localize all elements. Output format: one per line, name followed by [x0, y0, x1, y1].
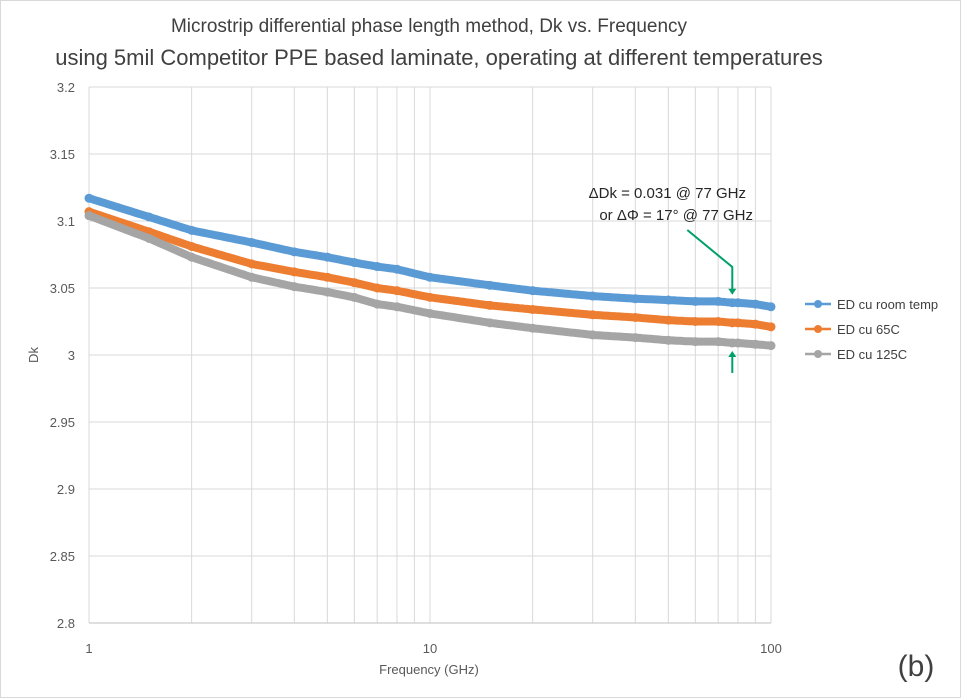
- data-point: [766, 302, 776, 312]
- data-point: [766, 322, 776, 332]
- data-point: [663, 315, 673, 325]
- legend-label: ED cu 125C: [837, 347, 907, 362]
- x-tick-label: 100: [760, 641, 782, 656]
- data-point: [713, 337, 723, 347]
- data-point: [322, 252, 332, 262]
- x-tick-label: 1: [85, 641, 92, 656]
- annotation-delta-dk: ΔDk = 0.031 @ 77 GHz: [589, 185, 746, 202]
- legend-label: ED cu room temp: [837, 297, 938, 312]
- data-point: [84, 193, 94, 203]
- data-point: [733, 318, 743, 328]
- y-tick-label: 3.1: [57, 214, 75, 229]
- y-tick-label: 3: [68, 348, 75, 363]
- legend-marker: [814, 350, 822, 358]
- series-2: [84, 207, 776, 332]
- data-point: [425, 308, 435, 318]
- arrow-up-head: [728, 350, 737, 357]
- data-point: [713, 317, 723, 326]
- y-tick-label: 2.95: [50, 415, 75, 430]
- data-point: [425, 292, 435, 302]
- arrow-down-line: [686, 229, 734, 291]
- data-point: [528, 323, 538, 333]
- series-layer: [84, 193, 776, 351]
- data-point: [392, 302, 402, 312]
- data-point: [392, 286, 402, 296]
- legend-label: ED cu 65C: [837, 322, 900, 337]
- data-point: [588, 310, 598, 320]
- annotation-delta-phi: or ΔΦ = 17° @ 77 GHz: [599, 207, 753, 224]
- annotation-arrows: [686, 229, 737, 373]
- panel-label: (b): [898, 650, 935, 683]
- data-point: [289, 247, 299, 257]
- data-point: [392, 264, 402, 274]
- data-point: [733, 298, 743, 308]
- y-tick-label: 3.2: [57, 80, 75, 95]
- data-point: [372, 283, 382, 293]
- data-point: [349, 292, 359, 302]
- y-tick-label: 2.8: [57, 616, 75, 631]
- legend: ED cu room temp ED cu 65C ED cu 125C: [805, 297, 938, 362]
- legend-marker: [814, 325, 822, 333]
- data-point: [485, 300, 495, 310]
- data-point: [322, 287, 332, 297]
- data-point: [247, 259, 257, 269]
- y-axis-title: Dk: [26, 347, 41, 363]
- data-point: [663, 295, 673, 305]
- data-point: [247, 272, 257, 282]
- y-tick-label: 3.05: [50, 281, 75, 296]
- x-tick-label: 10: [423, 641, 437, 656]
- data-point: [630, 294, 640, 304]
- data-point: [372, 262, 382, 272]
- grid: [88, 86, 772, 623]
- data-point: [485, 318, 495, 328]
- x-axis-title: Frequency (GHz): [379, 662, 479, 677]
- data-point: [289, 267, 299, 277]
- data-point: [322, 272, 332, 282]
- data-point: [425, 272, 435, 282]
- data-point: [750, 339, 760, 349]
- data-point: [588, 291, 598, 301]
- data-point: [690, 317, 700, 326]
- y-tick-label: 2.85: [50, 549, 75, 564]
- data-point: [187, 241, 197, 251]
- axes: 2.8 2.85 2.9 2.95 3 3.05 3.1 3.15 3.2 1 10 100: [50, 80, 782, 656]
- data-point: [144, 233, 154, 243]
- data-point: [766, 341, 776, 351]
- data-point: [630, 312, 640, 322]
- data-point: [187, 252, 197, 262]
- y-tick-label: 3.15: [50, 147, 75, 162]
- data-point: [750, 319, 760, 329]
- data-point: [690, 337, 700, 347]
- data-point: [663, 335, 673, 345]
- arrow-down-head: [728, 288, 737, 295]
- data-point: [713, 296, 723, 306]
- data-point: [630, 333, 640, 343]
- data-point: [588, 330, 598, 340]
- chart-subtitle: using 5mil Competitor PPE based laminate…: [55, 45, 823, 70]
- data-point: [349, 278, 359, 288]
- data-point: [372, 299, 382, 309]
- series-1: [84, 193, 776, 312]
- data-point: [144, 212, 154, 222]
- data-point: [349, 258, 359, 268]
- data-point: [187, 225, 197, 235]
- legend-marker: [814, 300, 822, 308]
- data-point: [690, 296, 700, 306]
- data-point: [733, 338, 743, 348]
- data-point: [289, 282, 299, 292]
- y-tick-label: 2.9: [57, 482, 75, 497]
- data-point: [750, 299, 760, 309]
- chart-title: Microstrip differential phase length met…: [171, 16, 688, 37]
- data-point: [528, 286, 538, 296]
- data-point: [247, 237, 257, 247]
- data-point: [528, 304, 538, 314]
- data-point: [485, 280, 495, 290]
- series-3: [84, 211, 776, 351]
- data-point: [84, 211, 94, 221]
